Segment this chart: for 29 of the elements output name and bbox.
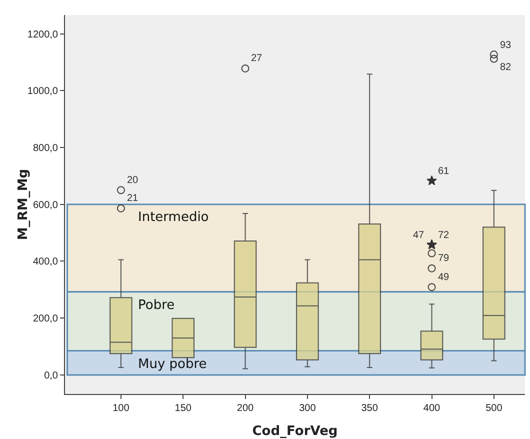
y-tick-label: 800,0 — [32, 142, 58, 154]
y-tick-label: 200,0 — [32, 314, 58, 325]
y-tick-label: 1200,0 — [27, 29, 58, 40]
annotation: 82 — [500, 62, 512, 73]
x-tick-label: 200 — [236, 403, 254, 414]
annotation: 20 — [127, 175, 139, 186]
x-tick-label: 150 — [174, 403, 192, 414]
annotation: 72 — [438, 230, 450, 241]
annotation: 93 — [500, 40, 512, 51]
y-tick-label: 0,0 — [44, 370, 58, 382]
annotation: 61 — [438, 166, 450, 177]
y-tick-label: 1000,0 — [27, 86, 58, 98]
band-label: Muy pobre — [138, 357, 207, 372]
x-axis-title: Cod_ForVeg — [252, 424, 338, 439]
annotation: 49 — [438, 272, 450, 283]
x-tick-label: 500 — [486, 403, 503, 414]
annotation: 47 — [413, 230, 425, 241]
annotation: 27 — [251, 53, 263, 64]
band-label: Intermedio — [138, 210, 209, 225]
x-tick-label: 400 — [423, 403, 441, 414]
annotation: 79 — [438, 253, 450, 264]
y-axis-title: M_RM_Mg — [16, 168, 31, 240]
x-tick-label: 350 — [361, 403, 378, 414]
x-tick-label: 100 — [112, 403, 130, 414]
band-label: Pobre — [138, 298, 175, 313]
y-tick-label: 400,0 — [32, 256, 58, 268]
annotation: 21 — [127, 193, 139, 204]
x-tick-label: 300 — [299, 403, 316, 414]
y-tick-label: 600,0 — [32, 200, 58, 211]
